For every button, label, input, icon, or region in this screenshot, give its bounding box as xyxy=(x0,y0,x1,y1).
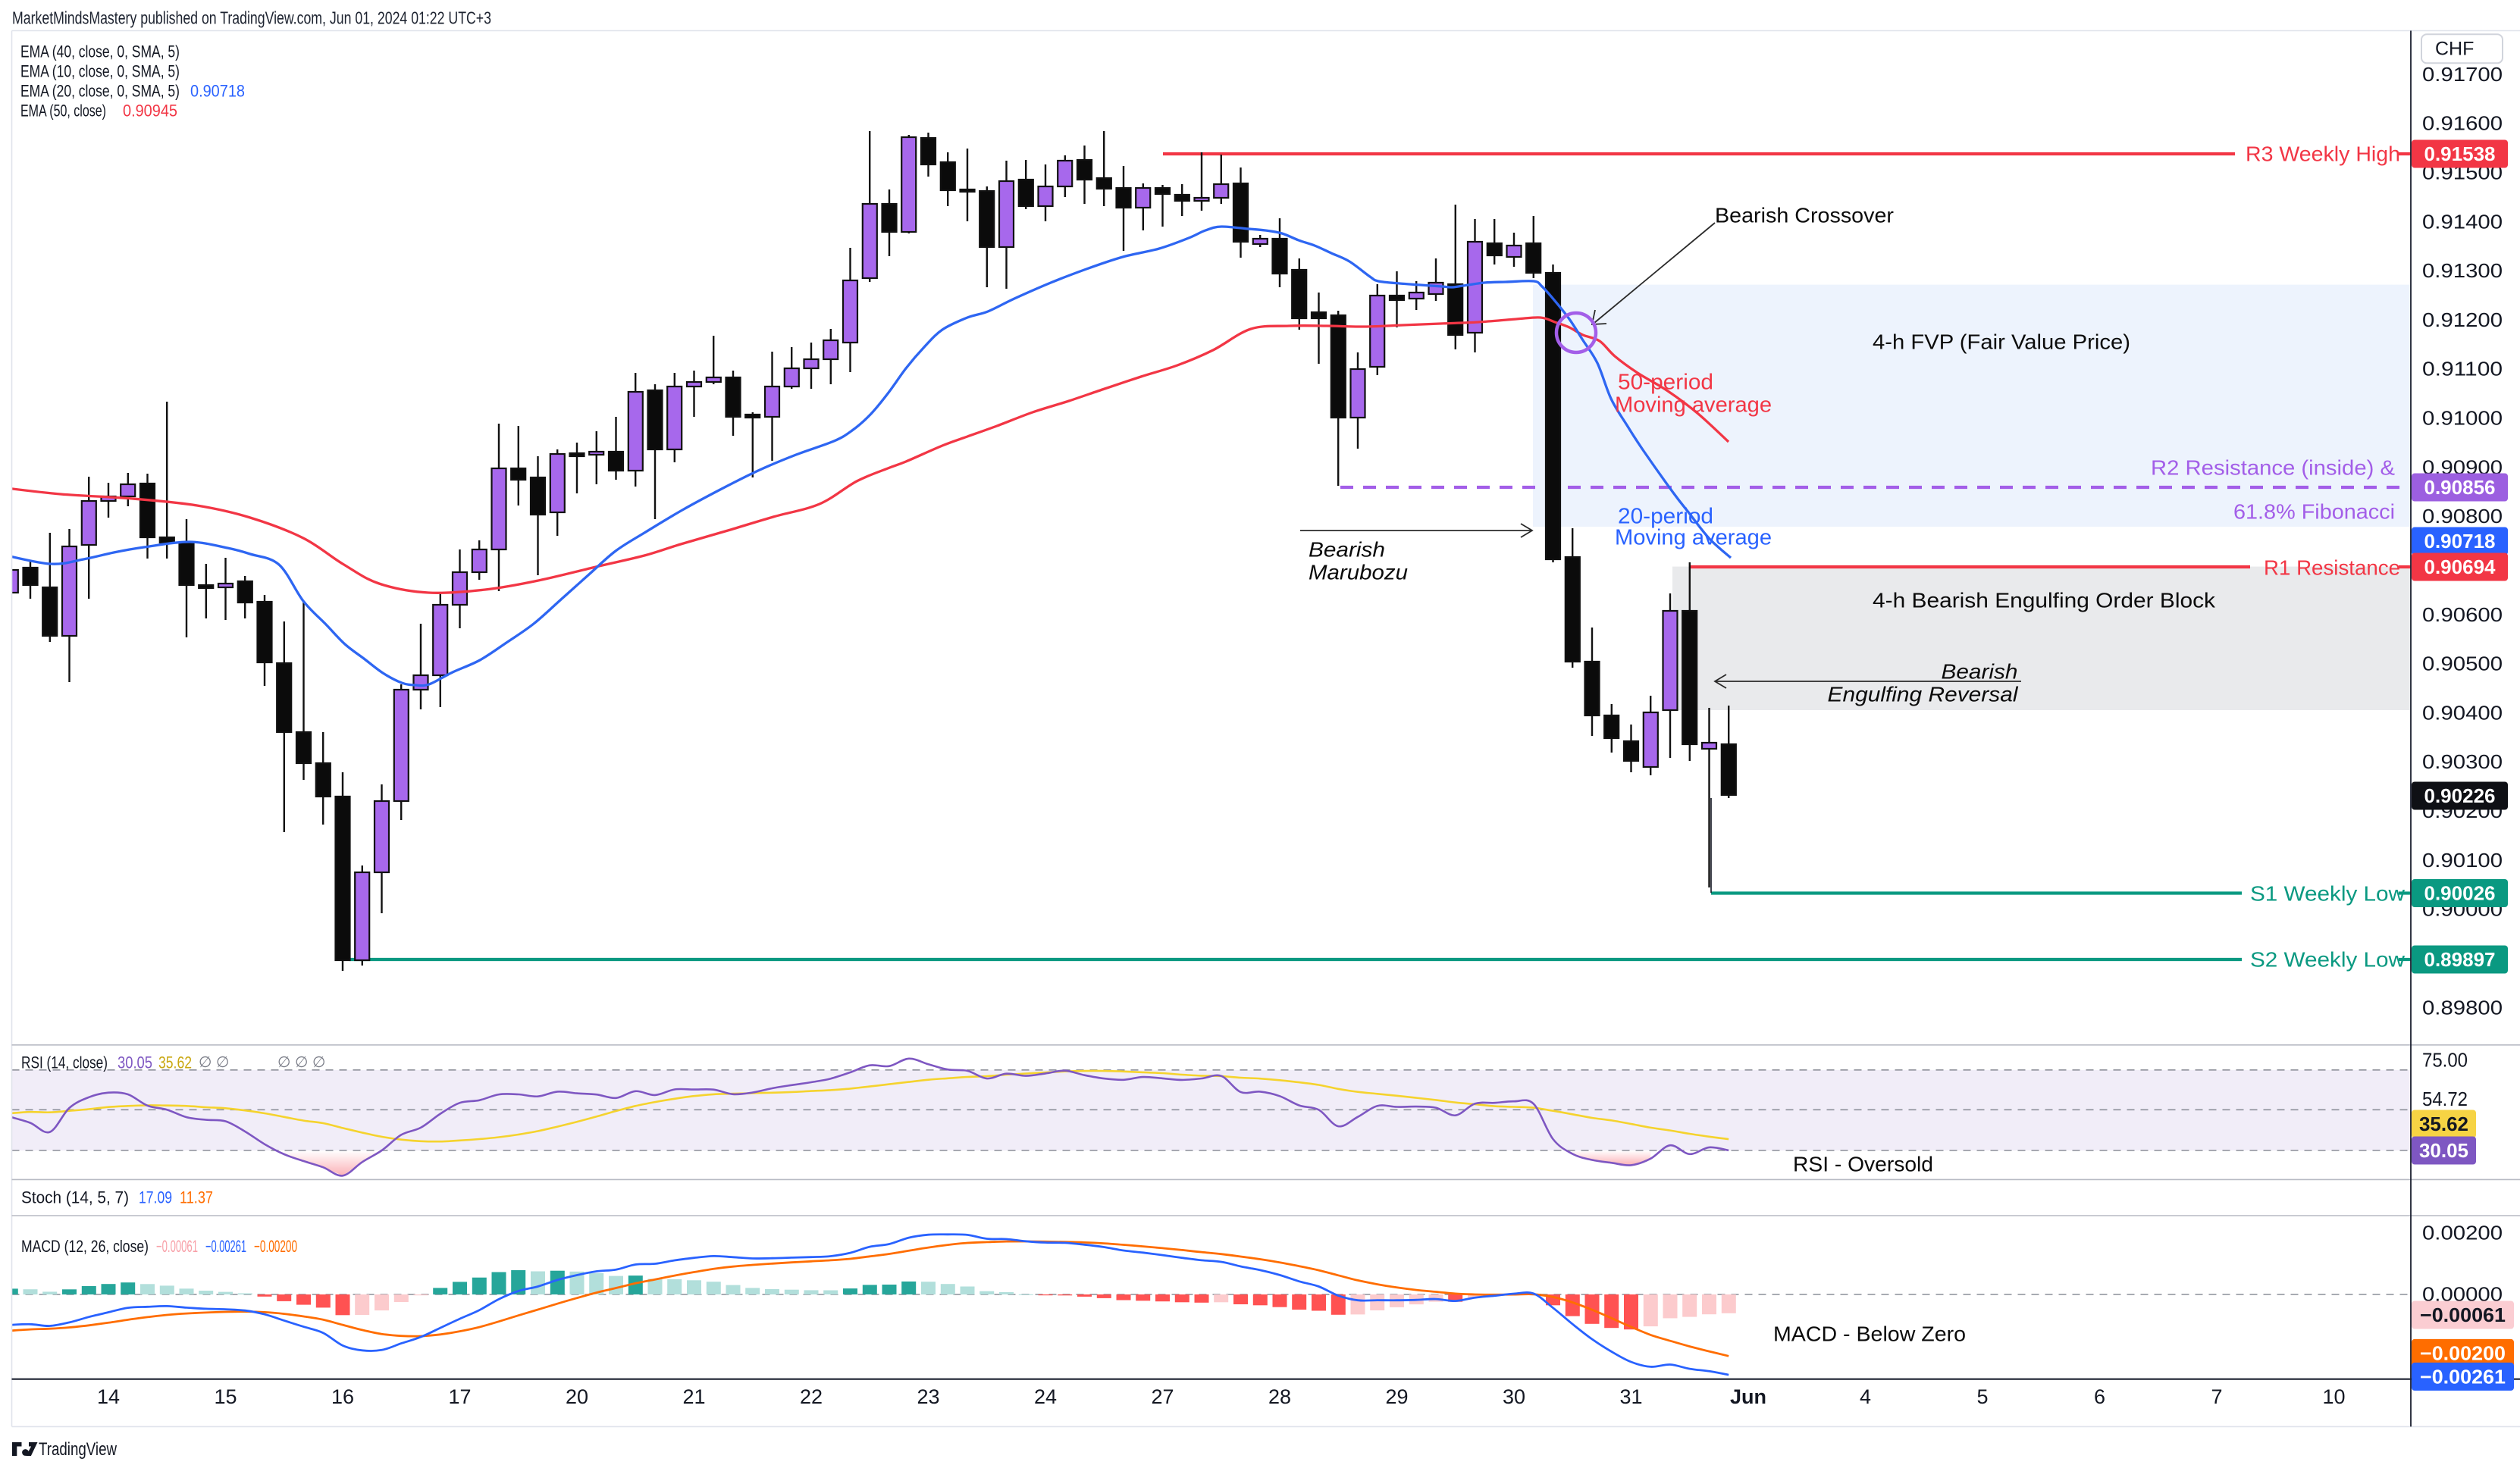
svg-text:23: 23 xyxy=(917,1385,939,1408)
svg-text:Bearish: Bearish xyxy=(1942,660,2018,684)
svg-text:4-h Bearish Engulfing Order Bl: 4-h Bearish Engulfing Order Block xyxy=(1873,589,2216,612)
svg-text:0.91700: 0.91700 xyxy=(2422,63,2503,86)
svg-text:0.90856: 0.90856 xyxy=(2424,476,2496,499)
svg-text:Marubozu: Marubozu xyxy=(1309,561,1408,584)
svg-text:35.62: 35.62 xyxy=(2419,1113,2468,1135)
svg-text:30.05: 30.05 xyxy=(118,1053,152,1072)
svg-text:20-period: 20-period xyxy=(1618,505,1713,529)
svg-text:0.90300: 0.90300 xyxy=(2422,750,2503,773)
svg-text:22: 22 xyxy=(800,1385,823,1408)
svg-text:0.90945: 0.90945 xyxy=(123,102,177,121)
svg-text:RSI - Oversold: RSI - Oversold xyxy=(1793,1153,1933,1176)
svg-text:0.90600: 0.90600 xyxy=(2422,603,2503,626)
svg-text:Stoch (14, 5, 7): Stoch (14, 5, 7) xyxy=(21,1188,129,1207)
svg-text:∅ ∅: ∅ ∅ xyxy=(199,1054,229,1071)
svg-text:10: 10 xyxy=(2322,1385,2345,1408)
svg-text:MarketMindsMastery published o: MarketMindsMastery published on TradingV… xyxy=(12,8,491,27)
svg-text:0.90100: 0.90100 xyxy=(2422,849,2503,872)
svg-text:28: 28 xyxy=(1268,1385,1291,1408)
svg-text:50-period: 50-period xyxy=(1618,371,1713,395)
svg-text:17: 17 xyxy=(448,1385,471,1408)
svg-text:0.91200: 0.91200 xyxy=(2422,308,2503,331)
svg-text:0.91300: 0.91300 xyxy=(2422,259,2503,282)
svg-text:0.91100: 0.91100 xyxy=(2422,358,2503,380)
svg-text:∅ ∅ ∅: ∅ ∅ ∅ xyxy=(277,1054,325,1071)
svg-text:29: 29 xyxy=(1385,1385,1408,1408)
svg-text:EMA (10, close, 0, SMA, 5): EMA (10, close, 0, SMA, 5) xyxy=(20,62,180,81)
svg-text:4-h FVP (Fair Value Price): 4-h FVP (Fair Value Price) xyxy=(1873,330,2130,354)
svg-text:RSI (14, close): RSI (14, close) xyxy=(21,1053,108,1072)
svg-text:21: 21 xyxy=(682,1385,705,1408)
svg-text:S2 Weekly Low: S2 Weekly Low xyxy=(2250,948,2406,972)
svg-text:−0.00061: −0.00061 xyxy=(156,1237,198,1256)
svg-text:R3 Weekly High: R3 Weekly High xyxy=(2246,142,2400,166)
svg-text:Engulfing Reversal: Engulfing Reversal xyxy=(1828,683,2019,706)
svg-text:0.00200: 0.00200 xyxy=(2422,1222,2503,1244)
svg-text:EMA (20, close, 0, SMA, 5): EMA (20, close, 0, SMA, 5) xyxy=(20,82,180,101)
svg-text:4: 4 xyxy=(1860,1385,1871,1408)
svg-text:0.90718: 0.90718 xyxy=(190,82,245,101)
svg-text:54.72: 54.72 xyxy=(2422,1088,2468,1110)
svg-text:5: 5 xyxy=(1976,1385,1988,1408)
svg-text:6: 6 xyxy=(2094,1385,2105,1408)
svg-text:MACD (12, 26, close): MACD (12, 26, close) xyxy=(21,1237,149,1256)
svg-text:61.8% Fibonacci: 61.8% Fibonacci xyxy=(2233,500,2395,524)
svg-text:7: 7 xyxy=(2211,1385,2222,1408)
svg-text:17.09: 17.09 xyxy=(139,1188,172,1207)
svg-text:EMA (40, close, 0, SMA, 5): EMA (40, close, 0, SMA, 5) xyxy=(20,42,180,61)
svg-text:75.00: 75.00 xyxy=(2422,1049,2468,1072)
svg-text:0.91538: 0.91538 xyxy=(2424,142,2496,165)
svg-text:20: 20 xyxy=(566,1385,588,1408)
svg-text:R1 Resistance: R1 Resistance xyxy=(2264,556,2400,580)
svg-text:16: 16 xyxy=(331,1385,354,1408)
svg-text:Bearish Crossover: Bearish Crossover xyxy=(1715,204,1894,227)
svg-text:0.89800: 0.89800 xyxy=(2422,996,2503,1019)
svg-text:24: 24 xyxy=(1034,1385,1057,1408)
svg-text:0.89897: 0.89897 xyxy=(2424,948,2496,971)
svg-text:27: 27 xyxy=(1151,1385,1174,1408)
svg-text:S1 Weekly Low: S1 Weekly Low xyxy=(2250,882,2406,906)
svg-text:35.62: 35.62 xyxy=(158,1053,192,1072)
svg-text:0.90718: 0.90718 xyxy=(2424,530,2496,552)
svg-text:EMA (50, close): EMA (50, close) xyxy=(20,102,106,121)
svg-text:CHF: CHF xyxy=(2435,39,2474,60)
svg-text:30.05: 30.05 xyxy=(2419,1139,2468,1162)
svg-text:Moving average: Moving average xyxy=(1615,526,1772,550)
svg-text:14: 14 xyxy=(97,1385,120,1408)
svg-text:0.90226: 0.90226 xyxy=(2424,784,2496,807)
svg-text:31: 31 xyxy=(1619,1385,1642,1408)
svg-text:0.90694: 0.90694 xyxy=(2424,556,2496,578)
svg-text:11.37: 11.37 xyxy=(180,1188,213,1207)
svg-text:0.90026: 0.90026 xyxy=(2424,882,2496,905)
svg-text:−0.00061: −0.00061 xyxy=(2420,1304,2506,1326)
svg-text:Moving average: Moving average xyxy=(1615,393,1772,418)
svg-text:−0.00261: −0.00261 xyxy=(2420,1365,2506,1388)
svg-text:MACD - Below Zero: MACD - Below Zero xyxy=(1773,1322,1966,1346)
svg-text:15: 15 xyxy=(214,1385,237,1408)
svg-text:0.91600: 0.91600 xyxy=(2422,112,2503,135)
svg-text:TradingView: TradingView xyxy=(39,1439,118,1460)
svg-text:−0.00200: −0.00200 xyxy=(2420,1341,2506,1364)
svg-text:0.91000: 0.91000 xyxy=(2422,407,2503,430)
svg-text:Bearish: Bearish xyxy=(1309,538,1385,562)
svg-text:0.90500: 0.90500 xyxy=(2422,653,2503,675)
svg-text:0.90800: 0.90800 xyxy=(2422,505,2503,527)
svg-text:Jun: Jun xyxy=(1730,1385,1766,1408)
svg-text:0.91400: 0.91400 xyxy=(2422,210,2503,233)
svg-text:0.90400: 0.90400 xyxy=(2422,701,2503,724)
svg-text:−0.00261: −0.00261 xyxy=(205,1237,246,1256)
svg-text:R2 Resistance (inside) &: R2 Resistance (inside) & xyxy=(2151,456,2395,480)
svg-text:30: 30 xyxy=(1503,1385,1525,1408)
svg-text:−0.00200: −0.00200 xyxy=(254,1237,297,1256)
